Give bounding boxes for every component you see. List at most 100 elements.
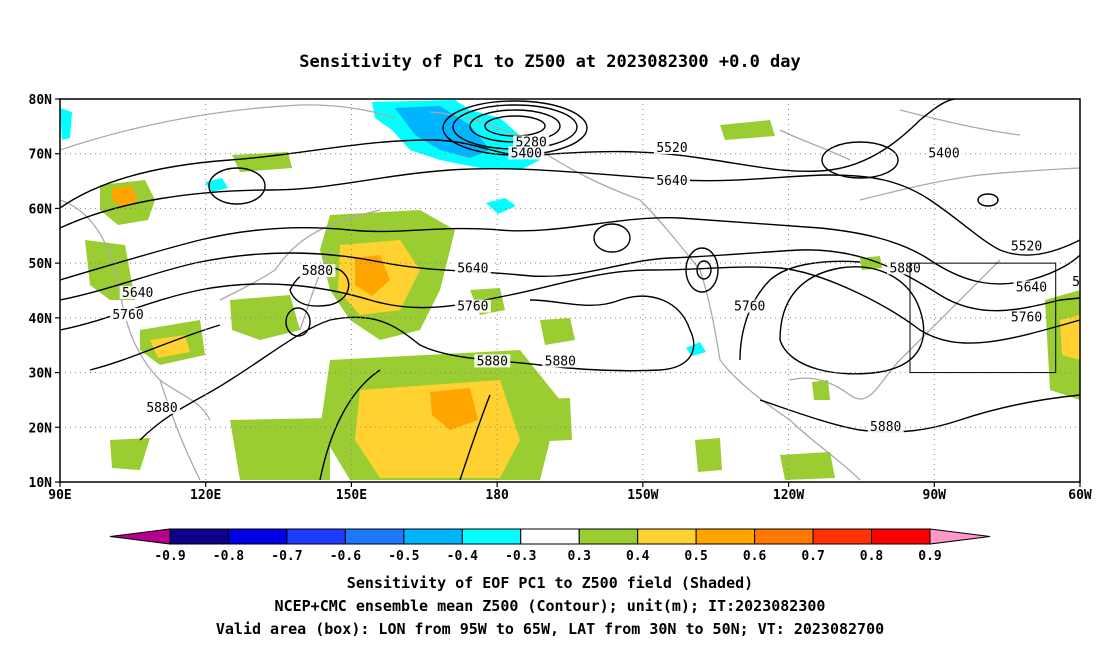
contour-label-bg [654, 173, 690, 187]
contour-label-bg [508, 146, 545, 160]
colorbar-high-extend [929, 528, 991, 545]
colorbar-segment [520, 528, 580, 545]
colorbar-label: 0.9 [918, 549, 941, 564]
colorbar-segment [286, 528, 346, 545]
colorbar-label: -0.7 [271, 549, 302, 564]
contour-label-bg [731, 299, 768, 313]
contour-label: 5880 [477, 354, 508, 369]
colorbar-label: 0.8 [860, 549, 884, 564]
contour-label-bg [542, 354, 579, 368]
positive-sensitivity-area [695, 438, 722, 472]
colorbar-label: 0.3 [567, 549, 590, 564]
contour-label: 5760 [457, 300, 488, 315]
lat-tick-label: 30N [29, 367, 53, 382]
positive-sensitivity-area [355, 380, 520, 478]
colorbar-segment [578, 528, 639, 545]
contour-label: 5880 [889, 261, 920, 276]
lat-tick-label: 80N [29, 93, 53, 108]
caption-line-2: NCEP+CMC ensemble mean Z500 (Contour); u… [275, 597, 826, 615]
lon-tick-label: 150E [336, 488, 367, 503]
lat-tick-label: 70N [29, 148, 53, 163]
contour-label-bg [867, 420, 904, 434]
colorbar-segment [344, 528, 405, 545]
lon-tick-label: 90E [48, 488, 71, 503]
negative-sensitivity-area [486, 198, 516, 214]
colorbar-label: -0.6 [330, 549, 361, 564]
contour-label: 5640 [122, 286, 153, 301]
colorbar: -0.9 -0.8 -0.7 -0.6 -0.5 -0.4 -0.3 0.3 0.4 0.5 0.6… [109, 528, 991, 564]
contour-label: 58 [1072, 275, 1088, 290]
contour-label-bg [1008, 239, 1045, 253]
positive-sensitivity-area [812, 380, 830, 400]
contour-label-bg [119, 285, 156, 299]
negative-sensitivity-area [686, 342, 706, 356]
lat-tick-label: 40N [29, 312, 53, 327]
contour-label: 5880 [146, 401, 177, 416]
contour-label: 5880 [545, 354, 576, 369]
contour-label: 5520 [656, 141, 687, 156]
map-frame [59, 98, 1081, 483]
negative-sensitivity-area [395, 106, 490, 158]
positive-sensitivity-area [150, 335, 190, 358]
positive-sensitivity-area [85, 240, 135, 300]
contour-label-bg [887, 261, 924, 275]
lon-tick-label: 120W [773, 488, 804, 503]
contour-label-bg [654, 140, 690, 154]
contour-label-bg [299, 264, 336, 278]
colorbar-segment [403, 528, 463, 545]
contour-label-bg [926, 146, 962, 160]
contour-label-bg [454, 299, 491, 313]
positive-sensitivity-area [430, 388, 478, 430]
lon-tick-label: 90W [923, 488, 947, 503]
contour-label: 5880 [870, 420, 901, 435]
colorbar-label: 0.4 [626, 549, 650, 564]
colorbar-segment [637, 528, 697, 545]
positive-sensitivity-area [110, 438, 150, 470]
contour-label: 5880 [302, 264, 333, 279]
colorbar-low-extend [109, 528, 171, 545]
z500-contours [60, 99, 1080, 481]
positive-sensitivity-area [720, 120, 775, 140]
colorbar-segment [169, 528, 229, 545]
positive-sensitivity-area [112, 186, 138, 208]
valid-area-box [909, 262, 1057, 374]
colorbar-label: 0.6 [743, 549, 767, 564]
colorbar-label: -0.9 [154, 549, 185, 564]
caption-line-3: Valid area (box): LON from 95W to 65W, L… [216, 620, 884, 638]
positive-sensitivity-area [520, 398, 572, 442]
colorbar-label: -0.5 [388, 549, 419, 564]
contour-label-bg [454, 261, 491, 275]
contour-label-bg [1013, 280, 1050, 294]
positive-sensitivity-area [232, 152, 292, 172]
contour-label: 5400 [511, 146, 542, 161]
contour-label: 5520 [1011, 239, 1042, 254]
contour-label-bg [144, 400, 180, 414]
lon-tick-label: 120E [190, 488, 221, 503]
positive-sensitivity-area [355, 255, 390, 296]
lat-tick-label: 10N [29, 476, 53, 491]
lat-tick-label: 50N [29, 257, 53, 272]
negative-sensitivity-area [205, 178, 228, 192]
lon-tick-label: 150W [627, 488, 658, 503]
lon-tick-label: 60W [1068, 488, 1092, 503]
contour-label-bg [110, 307, 146, 321]
lat-tick-label: 20N [29, 421, 53, 436]
contour-label: 5640 [1016, 281, 1047, 296]
contour-label-bg [474, 354, 511, 368]
caption-line-1: Sensitivity of EOF PC1 to Z500 field (Sh… [347, 574, 753, 592]
contour-label: 5400 [928, 146, 959, 161]
colorbar-segment [695, 528, 756, 545]
colorbar-segment [812, 528, 873, 545]
figure-title: Sensitivity of PC1 to Z500 at 2023082300… [299, 52, 801, 72]
positive-sensitivity-area [230, 418, 330, 480]
lat-tick-label: 60N [29, 202, 53, 217]
positive-sensitivity-area [540, 318, 575, 345]
contour-label-bg [513, 135, 550, 149]
contour-label: 5760 [112, 308, 143, 323]
colorbar-label: -0.8 [213, 549, 244, 564]
colorbar-segment [227, 528, 288, 545]
